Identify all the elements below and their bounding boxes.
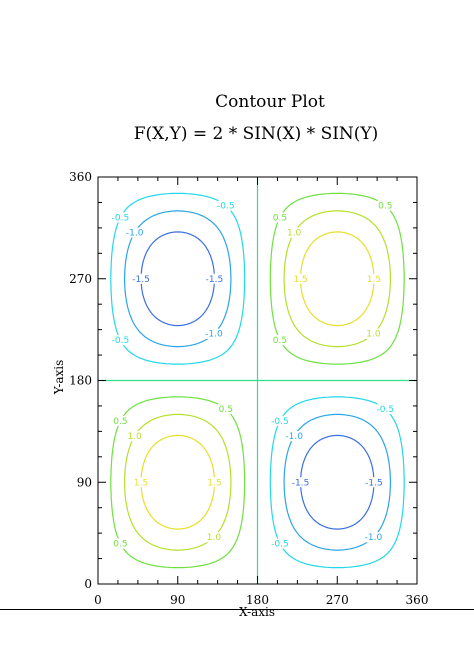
contour-label-bg [126,431,143,442]
contour-label: -0.5 [271,540,289,550]
contour-label: 0.5 [113,417,127,427]
contour-label-bg [217,200,234,211]
x-tick-label: 270 [326,593,349,607]
contour-label-bg [126,227,143,238]
contour-label-bg [292,477,309,488]
contour-label-bg [205,532,222,543]
contour-label: 1.5 [367,275,381,285]
contour-q-bottom-left-0_5 [110,396,246,569]
contour-label: -0.5 [112,336,130,346]
contour-label-bg [217,404,234,415]
contour-label: 0.5 [273,213,287,223]
contour-label: -1.0 [126,229,144,239]
y-tick-label: 360 [69,170,92,184]
contour-label: 1.5 [134,478,148,488]
contour-label-bg [206,477,223,488]
contour-label-bg [133,477,150,488]
contour-q-top-right-0_5 [269,192,405,365]
contour-q-bottom-left-1_5 [140,434,215,530]
chart-title: Contour Plot [215,92,325,112]
contour-label-bg [377,404,394,415]
contour-label: 0.5 [219,405,233,415]
chart-subtitle: F(X,Y) = 2 * SIN(X) * SIN(Y) [134,124,379,144]
contour-q-top-right-1_5 [300,231,375,327]
contour-label-bg [205,328,222,339]
contour-label: -0.5 [377,405,395,415]
y-tick-label: 270 [69,272,92,286]
contour-label-bg [365,328,382,339]
contour-label-bg [365,532,382,543]
x-tick-label: 180 [246,593,269,607]
contour-label: -1.5 [292,478,310,488]
contour-label-bg [206,273,223,284]
contour-label: -1.0 [285,432,303,442]
contour-label: -0.5 [271,417,289,427]
contour-label-bg [365,273,382,284]
contour-label-bg [112,335,129,346]
contour-label: 1.0 [127,432,142,442]
contour-lines [98,177,417,584]
axis-ticks [97,176,418,585]
contour-label: 1.0 [207,533,222,543]
contour-label: 0.5 [113,540,127,550]
contour-label: -1.0 [365,533,383,543]
contour-label-bg [271,212,288,223]
page-divider [0,609,474,610]
contour-label-bg [112,212,129,223]
contour-q-bottom-left-1_0 [124,413,232,551]
contour-q-bottom-right-neg1_5 [300,434,375,530]
contour-label-bg [365,477,382,488]
x-tick-label: 360 [406,593,429,607]
contour-label-bg [112,538,129,549]
contour-label-bg [271,415,288,426]
contour-label: 0.5 [273,336,287,346]
contour-q-top-right-1_0 [283,210,391,348]
contour-label: -1.5 [132,275,150,285]
x-tick-label: 0 [94,593,102,607]
axis-tick-labels: 00 90 90 180 180 270 270 360 360 [69,170,428,607]
contour-label-bg [286,431,303,442]
contour-label-bg [271,538,288,549]
contour-q-bottom-right-neg0_5 [269,396,405,569]
contour-q-bottom-right-neg1_0 [283,413,391,551]
contour-q-top-left-neg1_0 [124,210,232,348]
y-axis-label: Y-axis [52,360,66,396]
contour-label-bg [286,227,303,238]
y-tick-label: 90 [77,475,92,489]
x-axis-label: X-axis [239,605,275,619]
y-tick-label: 180 [69,374,92,388]
x-tick-label: 90 [170,593,185,607]
contour-labels: 0.50.50.51.01.01.01.51.5-1.5-1.5-1.0-1.0… [112,200,395,550]
contour-label: 1.0 [366,330,381,340]
contour-label-bg [133,273,150,284]
contour-label-bg [112,415,129,426]
contour-label-bg [292,273,309,284]
contour-label: -1.0 [205,330,223,340]
contour-label-bg [377,200,394,211]
contour-label: 0.5 [378,202,392,212]
contour-label: 1.5 [293,275,307,285]
y-tick-label: 0 [84,577,92,591]
contour-label: -0.5 [112,213,130,223]
contour-label: 1.0 [287,229,302,239]
contour-label: -1.5 [365,478,383,488]
contour-label: -0.5 [217,202,235,212]
contour-label: -1.5 [206,275,224,285]
contour-label: 1.5 [207,478,221,488]
contour-q-top-left-neg0_5 [110,192,246,365]
contour-label-bg [271,335,288,346]
contour-q-top-left-neg1_5 [140,231,215,327]
